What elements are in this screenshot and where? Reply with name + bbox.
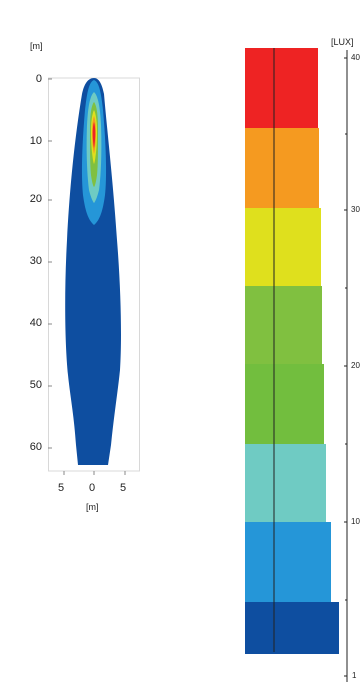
y-tick-label: 30 [29, 255, 42, 267]
legend-scale-label: 1 [352, 671, 357, 680]
legend-axis-ticks [344, 57, 347, 677]
legend-unit: [LUX] [331, 37, 354, 47]
isolux-plot [48, 77, 140, 475]
x-ticks [63, 471, 126, 475]
legend-band [245, 364, 324, 444]
x-axis-unit: [m] [86, 502, 99, 512]
legend-band [245, 444, 326, 522]
y-tick-label: 10 [29, 135, 42, 147]
legend-scale [245, 48, 348, 682]
y-tick-label: 60 [29, 441, 42, 453]
y-tick-label: 50 [29, 379, 42, 391]
isoline-band-1 [65, 78, 121, 465]
y-tick-label: 20 [29, 193, 42, 205]
x-tick-label: 5 [120, 482, 127, 494]
legend-band [245, 48, 318, 128]
legend-bands [245, 48, 339, 654]
legend-band [245, 286, 322, 364]
x-tick-label: 0 [89, 482, 96, 494]
legend-scale-label: 20 [351, 361, 360, 370]
legend-band [245, 602, 339, 654]
legend-scale-label: 40 [351, 53, 360, 62]
legend-band [245, 208, 321, 286]
y-tick-label: 40 [29, 317, 42, 329]
legend-band [245, 128, 319, 208]
legend-band [245, 522, 331, 602]
y-axis-unit: [m] [30, 41, 43, 51]
isoline-band-7 [92, 122, 96, 148]
y-tick-label: 0 [35, 73, 42, 85]
legend-scale-label: 30 [351, 205, 360, 214]
x-tick-label: 5 [58, 482, 65, 494]
legend-scale-label: 10 [351, 517, 360, 526]
y-ticks [48, 78, 52, 449]
